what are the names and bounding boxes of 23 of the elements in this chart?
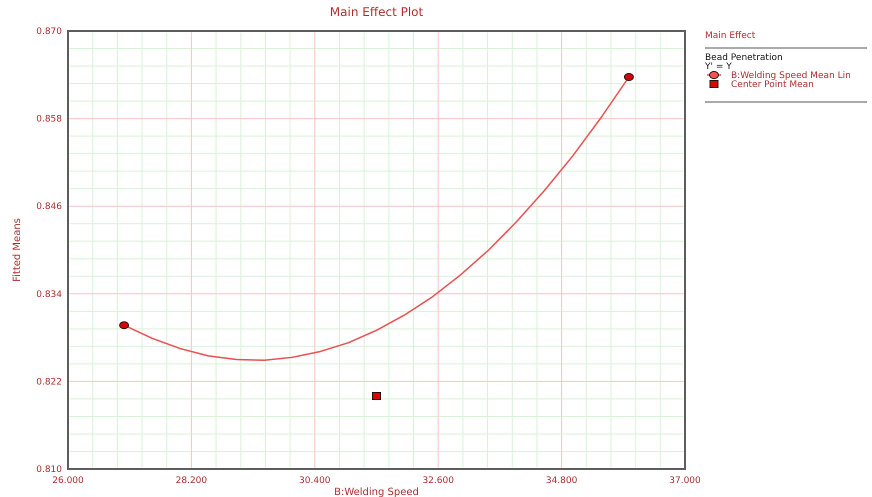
y-tick-label: 0.870 [36,27,62,37]
y-tick-label: 0.810 [36,465,62,475]
x-tick-label: 32.600 [422,476,454,486]
point [119,321,130,330]
x-tick-label: 34.800 [546,476,578,486]
x-tick-label: 26.000 [52,476,84,486]
legend-label: Center Point Mean [731,80,814,90]
legend-title: Main Effect [705,31,756,41]
legend-label: B:Welding Speed Mean Lin [731,71,851,81]
x-tick-label: 28.200 [176,476,208,486]
y-tick-label: 0.858 [36,114,62,125]
text: Y' = Y [704,62,732,72]
y-tick-label: 0.822 [36,377,62,388]
y-tick-label: 0.846 [36,202,62,212]
point [624,72,634,81]
x-tick-label: 37.000 [669,476,702,486]
x-tick-label: 30.400 [299,476,331,486]
x-axis-title: B:Welding Speed [334,487,419,497]
chart-title: Main Effect Plot [330,5,424,19]
y-tick-label: 0.834 [36,290,62,300]
text: Bead Penetration [705,53,783,63]
y-axis-title: Fitted Means [12,218,23,282]
point [372,392,381,400]
